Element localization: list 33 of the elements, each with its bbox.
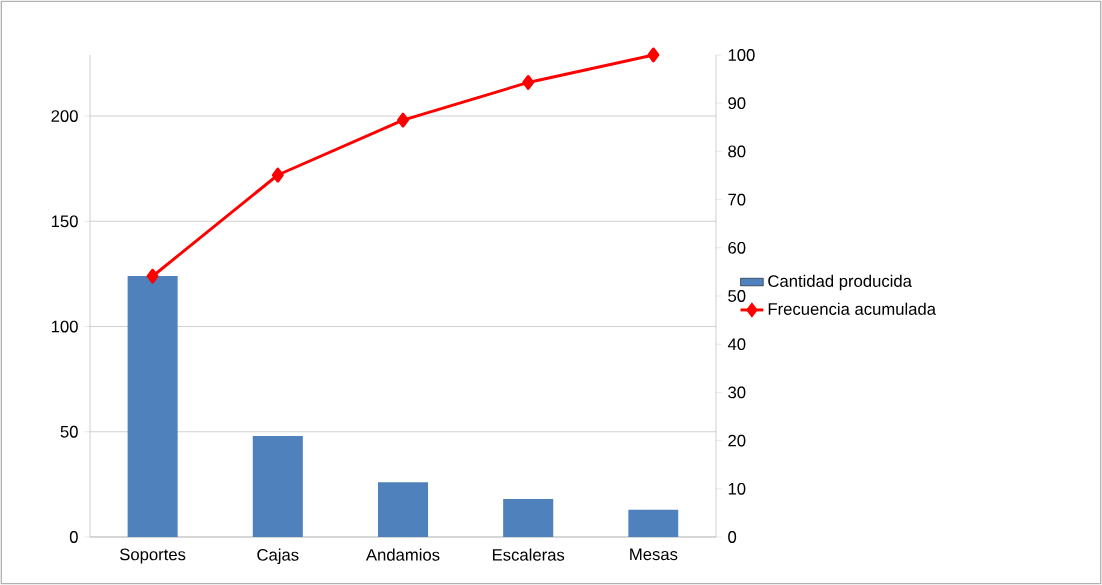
x-tick-label: Mesas — [630, 548, 678, 561]
y2-tick-label: 0 — [728, 531, 737, 543]
y2-tick-label: 20 — [728, 434, 746, 447]
y-tick-label: 0 — [69, 531, 78, 543]
point — [271, 167, 284, 183]
y2-tick-label: 50 — [728, 290, 746, 302]
y2-tick-label: 10 — [728, 482, 746, 495]
y-tick-label: 50 — [60, 425, 78, 438]
point — [146, 268, 159, 284]
y-tick-label: 200 — [51, 110, 78, 122]
legend-label: Frecuencia acumulada — [768, 302, 936, 315]
point — [522, 75, 535, 90]
point — [397, 112, 409, 128]
bar — [127, 276, 178, 537]
legend-label: Cantidad producida — [768, 274, 912, 291]
x-tick-label: Escaleras — [492, 548, 565, 561]
y2-tick-label: 100 — [728, 49, 755, 61]
x-tick-label: Cajas — [257, 548, 299, 565]
bar — [503, 499, 554, 537]
y-tick-label: 150 — [51, 215, 78, 228]
bar — [377, 482, 429, 537]
bar — [252, 435, 303, 537]
y-tick-label: 100 — [51, 320, 78, 333]
x-tick-label: Andamios — [365, 548, 440, 561]
y2-tick-label: 30 — [728, 386, 746, 399]
point — [647, 47, 660, 63]
y2-tick-label: 80 — [728, 145, 746, 158]
y2-tick-label: 60 — [728, 241, 746, 254]
bar — [628, 509, 679, 537]
x-tick-label: Soportes — [120, 548, 186, 564]
y2-tick-label: 40 — [727, 338, 746, 351]
y2-tick-label: 90 — [728, 97, 746, 110]
y2-tick-label: 70 — [728, 193, 746, 206]
